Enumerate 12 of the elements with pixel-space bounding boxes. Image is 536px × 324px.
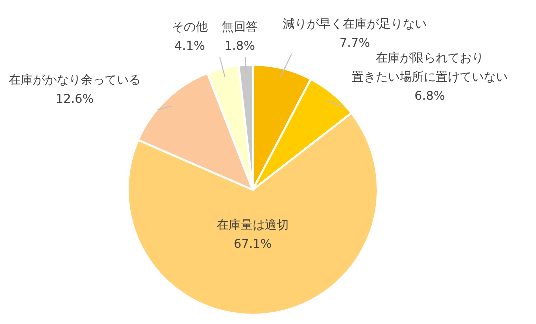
slice-label: 在庫が限られており置きたい場所に置けていない bbox=[352, 51, 508, 84]
data-label: 1.8% bbox=[224, 39, 256, 53]
slice-label: 無回答 bbox=[222, 20, 258, 34]
data-label: 67.1% bbox=[234, 237, 272, 251]
data-label: 7.7% bbox=[340, 36, 370, 50]
data-label: 6.8% bbox=[414, 89, 446, 103]
data-label: 12.6% bbox=[56, 92, 94, 106]
slice-label: その他 bbox=[172, 20, 208, 34]
slice-label: 在庫がかなり余っている bbox=[9, 73, 141, 87]
slice-label: 減りが早く在庫が足りない bbox=[283, 17, 427, 31]
slice-label: 在庫量は適切 bbox=[217, 218, 289, 232]
data-label: 4.1% bbox=[174, 39, 206, 53]
